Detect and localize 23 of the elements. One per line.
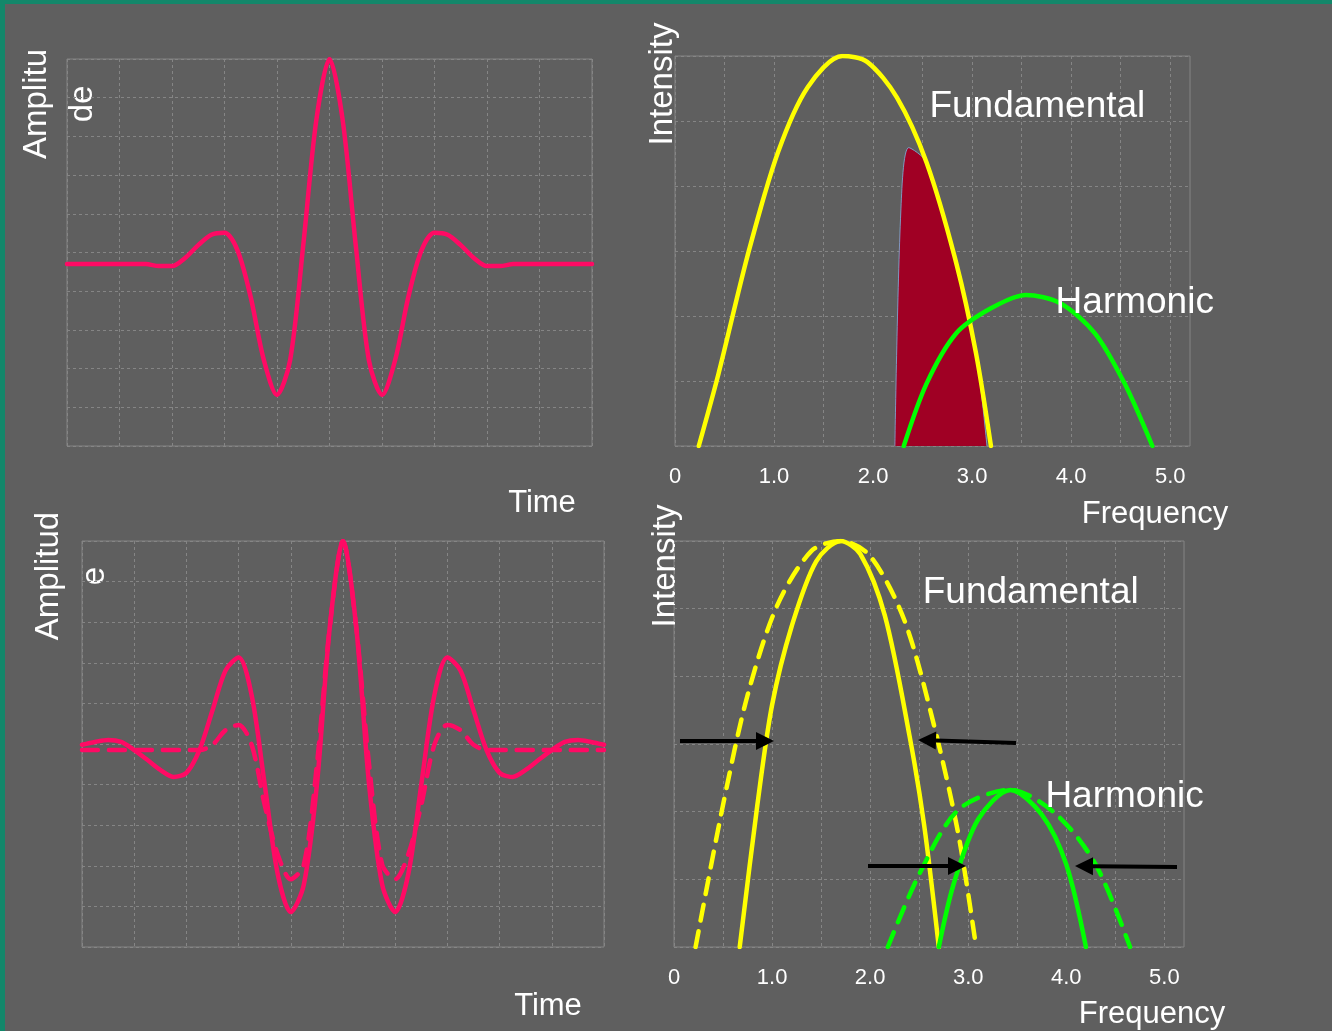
series-label: Harmonic bbox=[1055, 279, 1214, 321]
series-label: Fundamental bbox=[922, 569, 1139, 611]
x-tick-label: 5.0 bbox=[1149, 963, 1180, 989]
x-axis-title: Time bbox=[514, 986, 582, 1022]
x-tick-label: 0 bbox=[667, 963, 681, 989]
x-tick-label: 3.0 bbox=[952, 963, 984, 989]
x-tick-label: 1.0 bbox=[758, 462, 790, 488]
series-label: Harmonic bbox=[1045, 774, 1204, 816]
x-tick-label: 0 bbox=[668, 462, 682, 488]
x-axis-title: Frequency bbox=[1078, 994, 1226, 1030]
x-tick-label: 3.0 bbox=[956, 462, 988, 488]
y-axis-title: Intensity bbox=[641, 22, 679, 146]
x-tick-label: 2.0 bbox=[854, 963, 886, 989]
series-label: Fundamental bbox=[929, 83, 1146, 125]
y-axis-title: Amplitu de bbox=[15, 48, 99, 160]
x-tick-label: 4.0 bbox=[1051, 963, 1082, 989]
x-tick-label: 2.0 bbox=[857, 462, 889, 488]
x-tick-label: 4.0 bbox=[1055, 462, 1087, 488]
x-axis-title: Frequency bbox=[1081, 494, 1229, 530]
y-axis-title: Intensity bbox=[644, 504, 682, 628]
x-tick-label: 1.0 bbox=[756, 963, 788, 989]
x-tick-label: 5.0 bbox=[1154, 462, 1186, 488]
x-axis-title: Time bbox=[508, 483, 576, 519]
